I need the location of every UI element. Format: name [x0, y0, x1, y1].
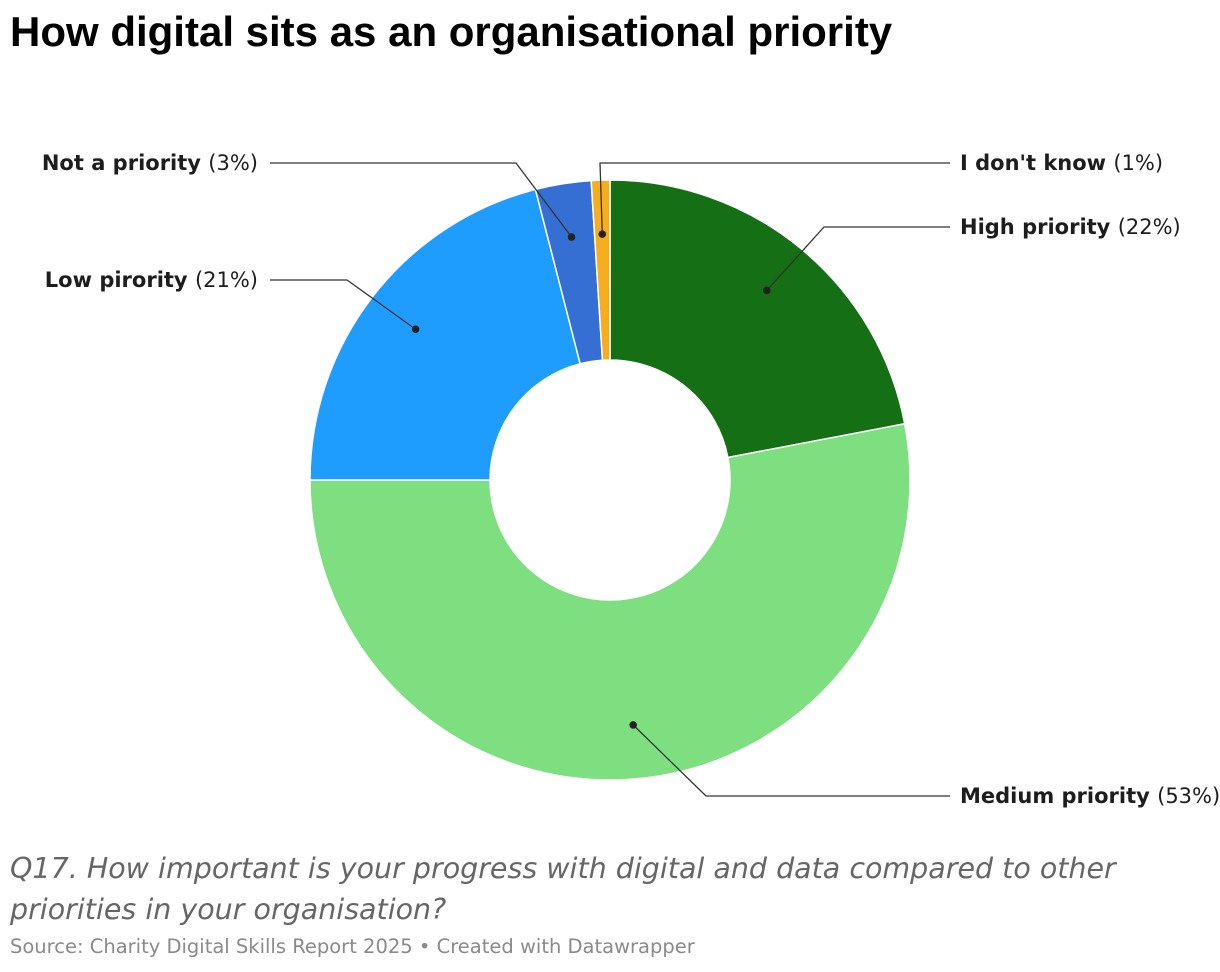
footer-separator: • [412, 935, 437, 958]
slice-high-priority[interactable] [609, 179, 906, 459]
slice-label-value: (21%) [195, 268, 258, 292]
leader-lines-group [270, 162, 950, 797]
slice-label-value: (53%) [1157, 784, 1220, 808]
slice-label-name: Low pirority [45, 268, 195, 292]
chart-caption: Q17. How important is your progress with… [10, 852, 1116, 926]
leader-dot-i-don-t-know [598, 230, 607, 238]
slices-group [309, 179, 911, 781]
datawrapper-credit-link[interactable]: Created with Datawrapper [436, 935, 695, 958]
leader-line-high-priority [766, 226, 950, 291]
leader-dot-medium-priority [629, 721, 637, 729]
leader-line-low-pirority [270, 279, 417, 330]
source-text: Source: Charity Digital Skills Report 20… [10, 935, 413, 958]
slice-label-high-priority: High priority (22%) [960, 215, 1181, 239]
leader-line-not-a-priority [270, 162, 573, 238]
leader-dot-not-a-priority [567, 233, 576, 241]
slice-label-value: (22%) [1118, 215, 1181, 239]
slice-label-medium-priority: Medium priority (53%) [960, 784, 1220, 808]
leader-line-i-don-t-know [599, 162, 950, 235]
chart-footer: Source: Charity Digital Skills Report 20… [10, 935, 695, 958]
slice-label-i-don-t-know: I don't know (1%) [960, 151, 1163, 175]
slice-low-pirority[interactable] [309, 188, 582, 481]
slice-label-value: (3%) [208, 151, 258, 175]
slice-label-name: Medium priority [960, 784, 1157, 808]
leader-dot-low-pirority [411, 325, 420, 334]
slice-labels-group: High priority (22%) Medium priority (53%)… [42, 151, 1220, 808]
slice-label-value: (1%) [1113, 151, 1163, 175]
slice-label-name: I don't know [960, 151, 1113, 175]
chart-title: How digital sits as an organisational pr… [10, 8, 893, 55]
leader-line-medium-priority [632, 724, 950, 797]
slice-i-don-t-know[interactable] [590, 179, 611, 362]
slice-medium-priority[interactable] [309, 422, 911, 781]
slice-label-name: High priority [960, 215, 1118, 239]
leader-dot-high-priority [763, 286, 771, 295]
slice-label-not-a-priority: Not a priority (3%) [42, 151, 258, 175]
slice-label-name: Not a priority [42, 151, 208, 175]
slice-label-low-pirority: Low pirority (21%) [45, 268, 258, 292]
